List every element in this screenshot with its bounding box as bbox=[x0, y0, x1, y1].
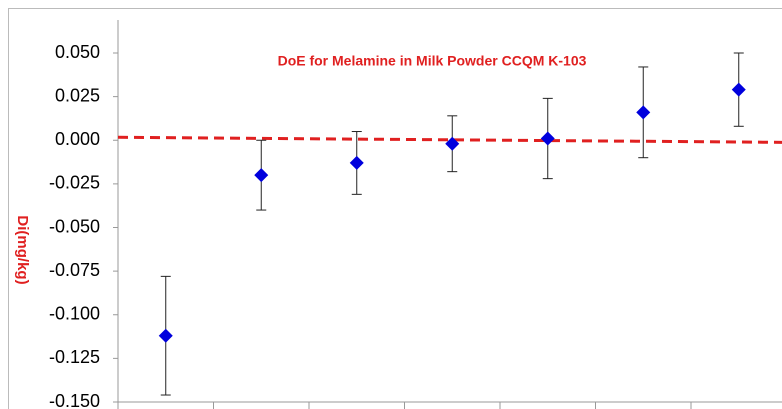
y-tick-label: -0.050 bbox=[49, 216, 100, 236]
data-point bbox=[158, 328, 173, 343]
y-tick-label: -0.150 bbox=[49, 391, 100, 409]
chart-title: DoE for Melamine in Milk Powder CCQM K-1… bbox=[278, 53, 587, 69]
y-tick-label: -0.100 bbox=[49, 304, 100, 324]
y-axis-label: Di(mg/kg) bbox=[14, 215, 31, 284]
y-tick-label: 0.050 bbox=[55, 42, 100, 62]
data-point bbox=[445, 136, 460, 151]
y-tick-label: -0.025 bbox=[49, 173, 100, 193]
data-point bbox=[636, 105, 651, 120]
data-point bbox=[731, 82, 746, 97]
y-tick-label: 0.000 bbox=[55, 129, 100, 149]
y-tick-label: -0.075 bbox=[49, 260, 100, 280]
y-tick-label: -0.125 bbox=[49, 347, 100, 367]
reference-line bbox=[117, 135, 782, 144]
y-tick-label: 0.025 bbox=[55, 85, 100, 105]
chart-border bbox=[8, 8, 782, 409]
data-point bbox=[254, 168, 269, 183]
data-point bbox=[349, 155, 364, 170]
data-point bbox=[540, 131, 555, 146]
